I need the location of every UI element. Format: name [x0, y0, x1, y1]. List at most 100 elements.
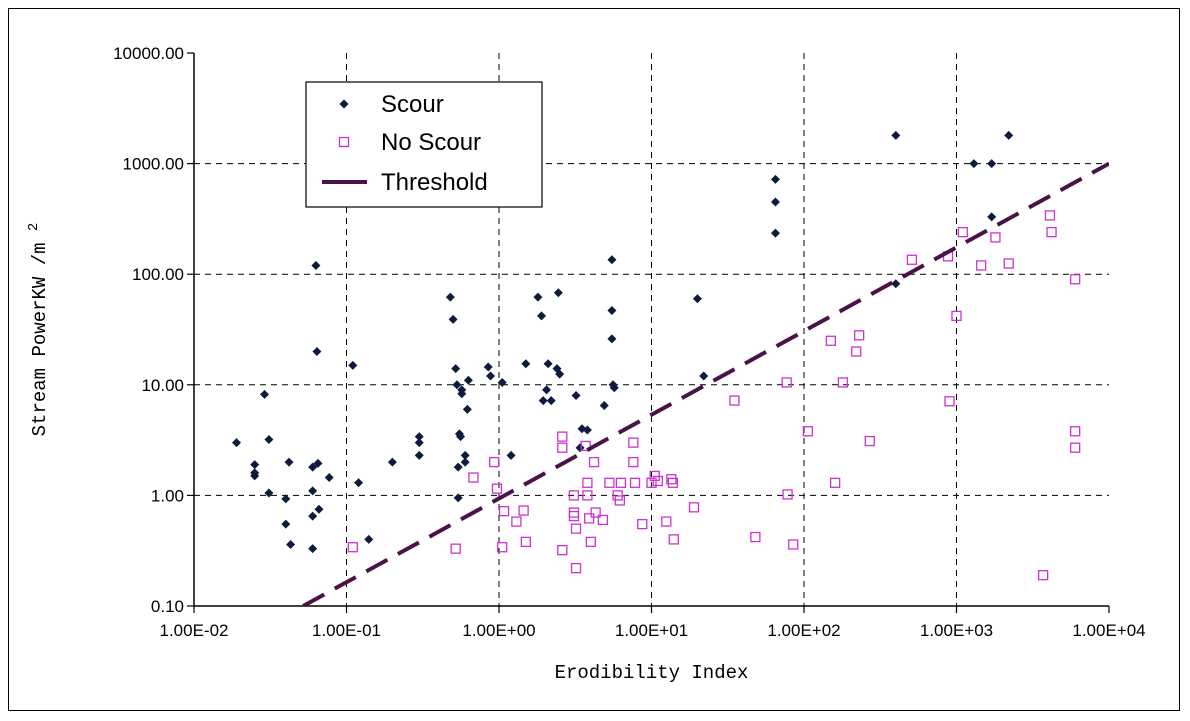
- no-scour-point: [951, 310, 962, 322]
- no-scour-point: [646, 477, 657, 488]
- x-axis-label: Erodibility Index: [555, 662, 749, 684]
- scour-point: [445, 292, 455, 302]
- scour-point: [582, 425, 592, 435]
- no-scour-point: [588, 456, 600, 468]
- scour-point: [308, 462, 318, 472]
- y-tick-label: 10.00: [141, 376, 184, 395]
- scour-point: [555, 369, 565, 379]
- no-scour-point: [585, 536, 596, 548]
- no-scour-point: [668, 534, 679, 545]
- no-scour-point: [580, 440, 591, 452]
- scour-point: [891, 279, 901, 289]
- scour-point: [453, 462, 463, 472]
- scour-point: [969, 159, 979, 169]
- no-scour-point: [661, 516, 672, 527]
- x-tick-label: 1.00E+01: [615, 621, 688, 640]
- scour-point: [313, 458, 323, 468]
- no-scour-point: [557, 431, 568, 442]
- no-scour-point: [347, 542, 358, 553]
- scour-point: [497, 377, 507, 387]
- no-scour-point: [1044, 210, 1056, 221]
- no-scour-point: [825, 335, 837, 346]
- scour-point: [324, 473, 334, 483]
- no-scour-point: [628, 437, 639, 448]
- no-scour-point: [652, 475, 663, 487]
- scour-point: [452, 380, 462, 390]
- y-tick-label: 10000.00: [113, 44, 184, 63]
- no-scour-point: [782, 489, 793, 500]
- legend-scour-marker: [339, 99, 349, 109]
- scour-point: [264, 488, 274, 498]
- scour-point: [308, 486, 318, 496]
- no-scour-point: [450, 543, 461, 554]
- scour-point: [770, 228, 780, 238]
- no-scour-point: [570, 562, 582, 574]
- axes: [187, 52, 1110, 613]
- scour-point: [542, 385, 552, 395]
- scour-point: [506, 450, 516, 460]
- scour-point: [387, 457, 397, 467]
- scour-point: [312, 347, 322, 357]
- no-scour-point: [957, 226, 968, 238]
- no-scour-point: [1070, 442, 1081, 453]
- no-scour-point: [1003, 258, 1014, 269]
- scour-point: [308, 511, 318, 521]
- scour-point: [281, 494, 291, 504]
- no-scour-point: [497, 542, 508, 553]
- scour-point: [553, 288, 563, 298]
- no-scour-point: [568, 490, 580, 501]
- no-scour-point: [666, 474, 677, 485]
- y-tick-label: 0.10: [151, 597, 184, 616]
- legend-label: Scour: [381, 91, 444, 118]
- scour-point: [521, 359, 531, 369]
- no-scour-point: [688, 502, 700, 513]
- scour-point: [250, 460, 260, 470]
- no-scour-point: [520, 536, 532, 548]
- scour-point: [260, 389, 270, 399]
- scour-point: [537, 311, 547, 321]
- no-scour-point: [802, 426, 814, 437]
- scour-point: [463, 375, 473, 385]
- scour-point: [607, 255, 617, 265]
- scour-point: [414, 432, 424, 442]
- no-scour-point: [582, 490, 593, 501]
- y-tick-label: 1000.00: [123, 155, 184, 174]
- no-scour-point: [582, 477, 593, 488]
- no-scour-point: [568, 507, 580, 518]
- plot-area: [232, 130, 1109, 606]
- no-scour-point: [568, 510, 580, 522]
- scour-point: [281, 519, 291, 529]
- scour-point: [483, 362, 493, 372]
- scour-point: [546, 396, 556, 406]
- no-scour-point: [604, 477, 615, 488]
- x-tick-label: 1.00E-02: [160, 621, 229, 640]
- no-scour-point: [489, 456, 500, 468]
- scour-point: [286, 539, 296, 549]
- y-tick-label: 100.00: [132, 265, 184, 284]
- scour-point: [250, 471, 260, 481]
- scour-point: [462, 404, 472, 414]
- no-scour-point: [851, 346, 862, 357]
- x-tick-label: 1.00E+03: [920, 621, 993, 640]
- scour-point: [453, 493, 463, 503]
- no-scour-point: [557, 442, 568, 453]
- no-scour-point: [944, 396, 955, 407]
- scour-point: [891, 130, 901, 140]
- scour-point: [457, 389, 467, 399]
- no-scour-point: [637, 518, 648, 530]
- scour-point: [414, 450, 424, 460]
- scour-point: [770, 197, 780, 207]
- scour-point: [448, 314, 458, 324]
- scour-point: [987, 159, 997, 169]
- scour-point: [770, 174, 780, 184]
- scour-point: [414, 438, 424, 448]
- scour-point: [311, 260, 321, 270]
- scour-point: [538, 396, 548, 406]
- x-tick-label: 1.00E+04: [1072, 621, 1145, 640]
- y-axis-label: Stream PowerKW /m 2: [26, 223, 51, 437]
- no-scour-point: [864, 435, 875, 447]
- no-scour-point: [629, 477, 641, 488]
- scour-point: [364, 534, 374, 544]
- no-scour-point: [597, 514, 609, 526]
- no-scour-point: [615, 477, 627, 488]
